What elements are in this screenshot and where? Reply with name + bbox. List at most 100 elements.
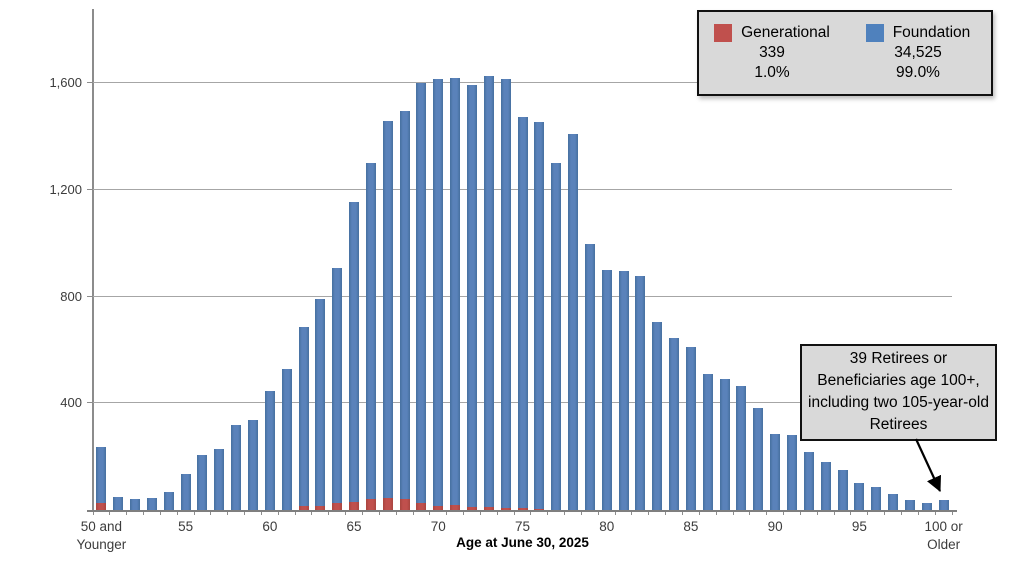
- x-tick: [126, 510, 128, 515]
- x-tick: [715, 510, 717, 515]
- bar-generational-age-62: [298, 506, 309, 510]
- x-tick: [311, 510, 313, 515]
- x-tick: [210, 510, 212, 515]
- x-tick: [631, 510, 633, 515]
- bar-foundation-age-88: [736, 385, 747, 510]
- x-tick-label-80: 80: [599, 519, 615, 534]
- bar-foundation-age-71: [450, 77, 461, 505]
- bar-foundation-age-79: [584, 244, 595, 510]
- bar-foundation-age-97: [888, 494, 899, 510]
- plot-area: [87, 9, 953, 515]
- bar-foundation-age-73: [483, 76, 494, 508]
- bar-foundation-age-55: [180, 473, 191, 510]
- x-tick: [648, 510, 650, 515]
- legend-count: 34,525: [894, 44, 942, 61]
- x-tick: [277, 510, 279, 515]
- y-tick: [87, 82, 93, 83]
- y-tick-label: 800: [60, 288, 82, 304]
- x-tick: [597, 510, 599, 515]
- x-tick-label-100-or: 100 or Older: [924, 519, 963, 552]
- bar-foundation-age-76: [534, 121, 545, 509]
- callout-line: Retirees: [869, 416, 928, 433]
- callout-line: Beneficiaries age 100+,: [817, 372, 980, 389]
- bar-foundation-age-85: [685, 346, 696, 510]
- bar-generational-age-70: [433, 506, 444, 510]
- x-tick: [564, 510, 566, 515]
- bar-foundation-age-63: [315, 299, 326, 506]
- bar-generational-age-65: [349, 502, 360, 510]
- x-tick-label-50-and: 50 and Younger: [76, 519, 127, 552]
- bar-foundation-age-67: [382, 120, 393, 498]
- bar-foundation-age-95: [854, 483, 865, 510]
- x-tick: [176, 510, 178, 515]
- y-tick-label: 400: [60, 395, 82, 411]
- bar-foundation-age-52: [130, 499, 141, 510]
- y-tick: [87, 188, 93, 190]
- bar-foundation-age-74: [500, 79, 511, 508]
- y-tick-label: 1,600: [49, 75, 82, 90]
- bar-foundation-age-92: [803, 452, 814, 510]
- callout-age-100-plus: 39 Retirees or Beneficiaries age 100+, i…: [800, 344, 997, 441]
- bar-generational-age-50 and Younger: [96, 503, 107, 510]
- x-tick: [193, 510, 195, 515]
- x-tick: [799, 510, 801, 515]
- bar-foundation-age-90: [770, 433, 781, 510]
- x-tick: [159, 510, 161, 515]
- bar-foundation-age-100 or Older: [938, 499, 949, 510]
- legend-item-foundation: Foundation 34,525 99.0%: [845, 24, 991, 82]
- legend-count: 339: [759, 44, 785, 61]
- bar-foundation-age-87: [719, 378, 730, 510]
- bar-foundation-age-91: [786, 435, 797, 510]
- y-axis-line: [92, 9, 94, 511]
- bar-foundation-age-80: [601, 270, 612, 510]
- bar-generational-age-69: [416, 502, 427, 510]
- bar-foundation-age-50 and Younger: [96, 447, 107, 504]
- bar-generational-age-72: [466, 507, 477, 510]
- legend-percent: 99.0%: [896, 64, 940, 81]
- x-tick: [682, 510, 683, 515]
- x-tick: [783, 510, 785, 515]
- bar-foundation-age-54: [163, 492, 174, 510]
- bar-foundation-age-53: [146, 498, 157, 510]
- callout-line: 39 Retirees or: [849, 350, 948, 367]
- bar-foundation-age-82: [635, 275, 646, 510]
- x-tick: [530, 510, 532, 515]
- bar-foundation-age-70: [433, 79, 444, 506]
- bar-foundation-age-75: [517, 116, 528, 509]
- x-tick: [395, 510, 397, 515]
- x-tick-label-90: 90: [767, 519, 783, 534]
- bar-foundation-age-66: [365, 163, 376, 500]
- x-tick: [227, 510, 229, 515]
- bar-generational-age-71: [450, 504, 461, 510]
- bar-foundation-age-98: [904, 500, 915, 510]
- legend-label: Foundation: [892, 24, 971, 41]
- x-tick: [665, 510, 667, 515]
- y-tick: [87, 295, 93, 297]
- bar-foundation-age-72: [466, 84, 477, 508]
- bar-foundation-age-77: [551, 163, 562, 510]
- x-tick: [294, 510, 296, 515]
- x-tick: [412, 510, 414, 515]
- legend-label: Generational: [741, 24, 830, 41]
- bar-foundation-age-57: [214, 448, 225, 510]
- bar-foundation-age-65: [349, 202, 360, 502]
- bar-foundation-age-58: [231, 425, 242, 510]
- x-tick: [260, 510, 262, 515]
- bar-foundation-age-59: [248, 420, 258, 510]
- x-tick: [934, 510, 936, 515]
- bar-generational-age-73: [483, 507, 494, 510]
- bar-generational-age-75: [517, 508, 528, 510]
- x-tick: [513, 510, 515, 515]
- x-tick-label-85: 85: [683, 519, 699, 534]
- bar-foundation-age-86: [702, 373, 713, 510]
- x-tick: [446, 510, 448, 515]
- bar-foundation-age-89: [753, 408, 764, 510]
- bar-foundation-age-96: [871, 487, 882, 510]
- x-tick-label-70: 70: [430, 519, 446, 534]
- x-tick: [92, 510, 94, 515]
- x-tick: [429, 510, 431, 515]
- legend-item-generational: Generational 339 1.0%: [699, 24, 845, 82]
- x-tick-label-65: 65: [346, 519, 362, 534]
- x-tick: [496, 510, 498, 515]
